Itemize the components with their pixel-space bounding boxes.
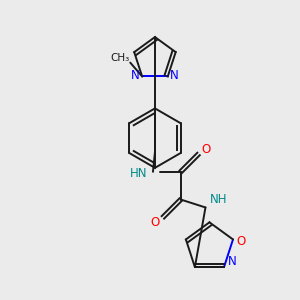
Text: O: O [202, 142, 211, 155]
Text: O: O [150, 216, 160, 229]
Text: O: O [236, 235, 246, 248]
Text: NH: NH [209, 193, 227, 206]
Text: N: N [170, 69, 179, 82]
Text: N: N [131, 69, 140, 82]
Text: CH₃: CH₃ [111, 53, 130, 63]
Text: HN: HN [130, 167, 148, 180]
Text: N: N [228, 255, 236, 268]
